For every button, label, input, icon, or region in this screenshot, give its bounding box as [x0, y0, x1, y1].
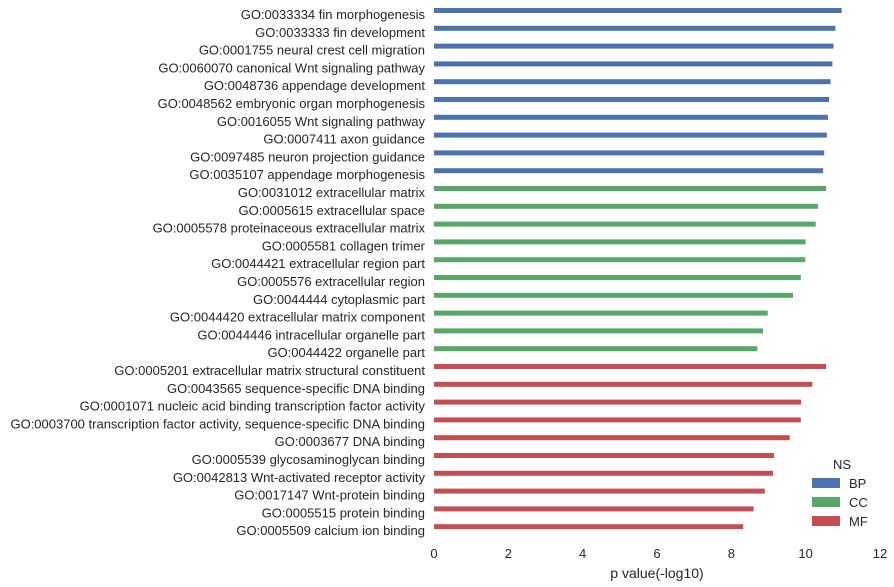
- category-label: GO:0097485 neuron projection guidance: [190, 149, 425, 164]
- bar-mf: [434, 381, 813, 387]
- bar-cc: [434, 186, 827, 191]
- bar-cc: [434, 239, 806, 245]
- x-tick-label: 12: [873, 546, 887, 561]
- category-label: GO:0035107 appendage morphogenesis: [189, 167, 425, 182]
- bar-bp: [434, 168, 824, 174]
- legend-label-cc: CC: [849, 495, 868, 510]
- bar-cc: [434, 310, 768, 316]
- legend-title: NS: [833, 457, 851, 472]
- x-tick-label: 0: [430, 546, 437, 561]
- x-tick-label: 8: [728, 546, 735, 561]
- category-label: GO:0005581 collagen trimer: [262, 238, 426, 253]
- bar-cc: [434, 203, 818, 209]
- bar-bp: [434, 61, 833, 67]
- category-label: GO:0005615 extracellular space: [239, 203, 425, 218]
- x-tick-label: 6: [653, 546, 660, 561]
- category-label: GO:0048736 appendage development: [204, 78, 426, 93]
- bar-cc: [434, 328, 763, 334]
- category-label: GO:0005509 calcium ion binding: [236, 523, 425, 538]
- x-axis-title: p value(-log10): [610, 565, 703, 581]
- category-labels: GO:0033334 fin morphogenesis GO:0033333 f…: [10, 7, 425, 538]
- category-label: GO:0033334 fin morphogenesis: [241, 7, 426, 22]
- bar-mf: [434, 453, 775, 458]
- legend-label-mf: MF: [849, 514, 868, 529]
- bar-mf: [434, 399, 802, 405]
- category-label: GO:0005201 extracellular matrix structur…: [114, 363, 425, 378]
- category-label: GO:0007411 axon guidance: [263, 132, 425, 147]
- legend-label-bp: BP: [849, 476, 866, 491]
- bar-cc: [434, 257, 806, 263]
- legend-swatch-cc: [812, 497, 840, 507]
- bar-mf: [434, 364, 827, 369]
- bar-cc: [434, 221, 816, 227]
- category-label: GO:0003700 transcription factor activity…: [10, 416, 425, 431]
- category-label: GO:0001071 nucleic acid binding transcri…: [80, 399, 426, 414]
- x-tick-label: 2: [505, 546, 512, 561]
- bars-group: [434, 8, 842, 530]
- category-label: GO:0043565 sequence-specific DNA binding: [167, 381, 425, 396]
- bar-bp: [434, 25, 836, 31]
- category-label: GO:0005578 proteinaceous extracellular m…: [153, 221, 426, 236]
- x-tick-label: 4: [579, 546, 586, 561]
- bar-cc: [434, 346, 758, 352]
- bar-bp: [434, 150, 825, 156]
- category-label: GO:0044422 organelle part: [267, 345, 425, 360]
- bar-bp: [434, 43, 834, 49]
- x-tick-label: 10: [798, 546, 812, 561]
- bar-cc: [434, 292, 794, 298]
- category-label: GO:0031012 extracellular matrix: [238, 185, 426, 200]
- category-label: GO:0001755 neural crest cell migration: [199, 43, 425, 58]
- category-label: GO:0016055 Wnt signaling pathway: [217, 114, 426, 129]
- bar-bp: [434, 97, 830, 102]
- bar-mf: [434, 506, 754, 512]
- bar-bp: [434, 79, 831, 85]
- category-label: GO:0017147 Wnt-protein binding: [234, 488, 425, 503]
- bar-cc: [434, 275, 801, 280]
- category-label: GO:0005515 protein binding: [262, 505, 425, 520]
- bar-bp: [434, 132, 827, 138]
- category-label: GO:0044421 extracellular region part: [211, 256, 425, 271]
- category-label: GO:0005539 glycosaminoglycan binding: [192, 452, 425, 467]
- bar-mf: [434, 417, 801, 423]
- category-label: GO:0048562 embryonic organ morphogenesis: [158, 96, 426, 111]
- legend-swatch-bp: [812, 478, 840, 488]
- category-label: GO:0003677 DNA binding: [275, 434, 425, 449]
- category-label: GO:0044444 cytoplasmic part: [253, 292, 425, 307]
- bar-bp: [434, 114, 828, 120]
- category-label: GO:0005576 extracellular region: [237, 274, 425, 289]
- category-label: GO:0060070 canonical Wnt signaling pathw…: [158, 60, 425, 75]
- category-label: GO:0042813 Wnt-activated receptor activi…: [173, 470, 426, 485]
- category-label: GO:0033333 fin development: [255, 25, 425, 40]
- category-label: GO:0044420 extracellular matrix componen…: [170, 310, 425, 325]
- bar-mf: [434, 524, 744, 530]
- bar-mf: [434, 435, 790, 441]
- legend: NS BP CC MF: [812, 457, 868, 529]
- category-label: GO:0044446 intracellular organelle part: [197, 327, 425, 342]
- bar-bp: [434, 8, 842, 13]
- bar-mf: [434, 470, 773, 476]
- bar-mf: [434, 488, 765, 494]
- x-axis-ticks: 0 2 4 6 8 10 12: [430, 546, 887, 561]
- legend-swatch-mf: [812, 516, 840, 526]
